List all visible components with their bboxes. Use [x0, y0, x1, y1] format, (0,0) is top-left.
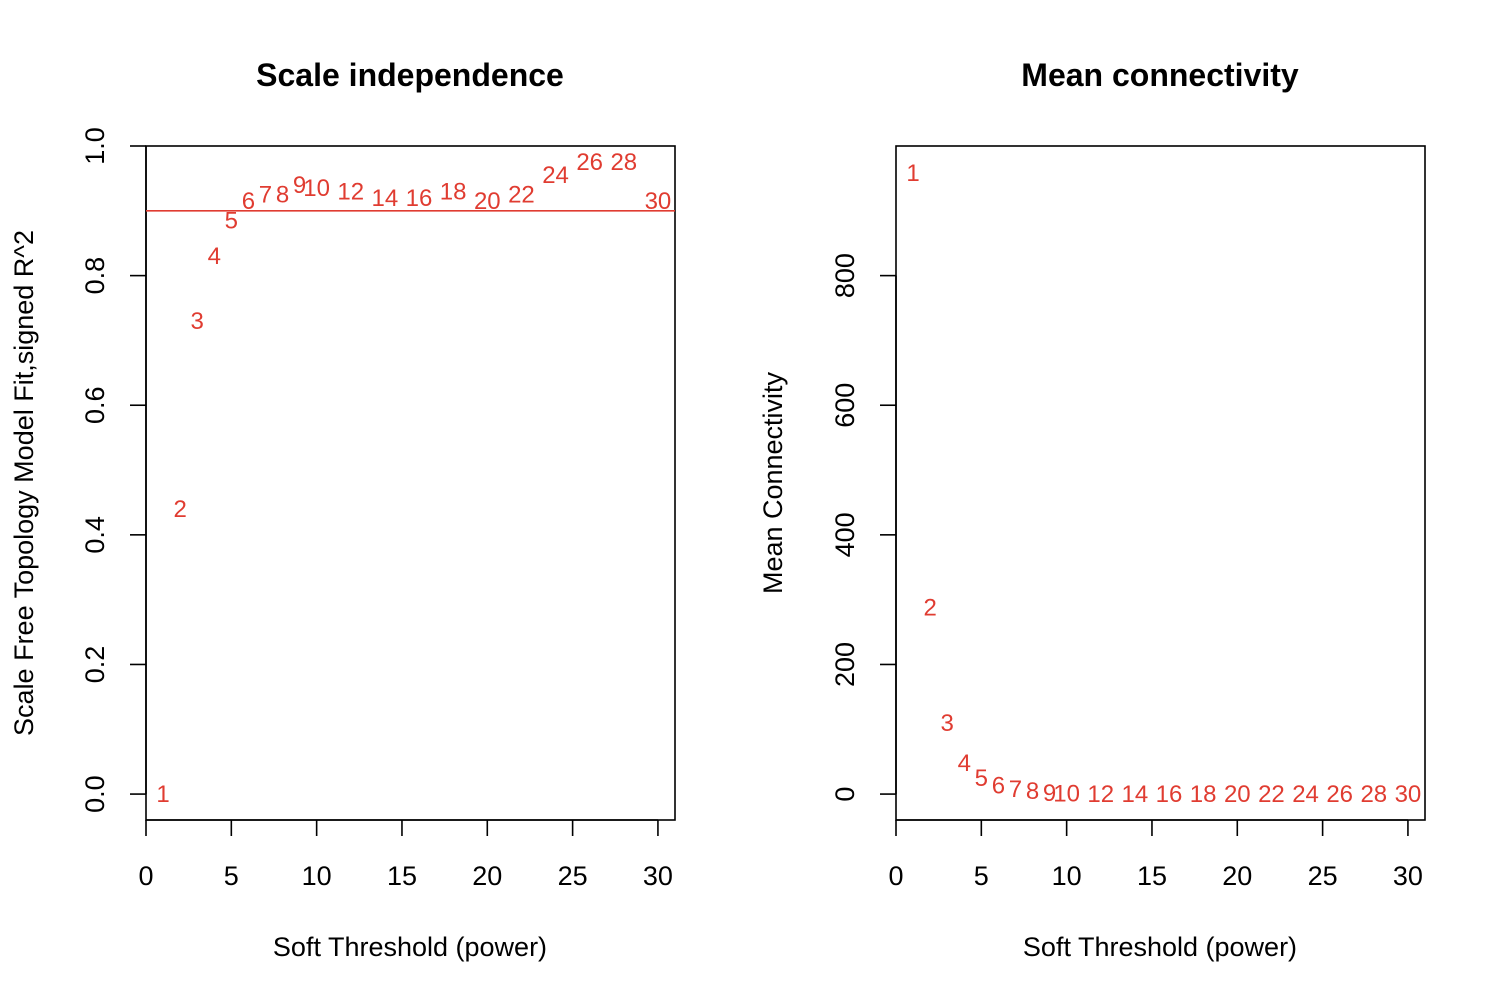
y-axis-label: Scale Free Topology Model Fit,signed R^2 — [9, 230, 39, 736]
y-tick-label: 1.0 — [80, 127, 110, 165]
data-point-label: 22 — [508, 182, 535, 209]
y-tick-label: 400 — [830, 512, 860, 557]
data-point-label: 9 — [1043, 780, 1056, 807]
data-point-label: 3 — [191, 308, 204, 335]
data-point-label: 1 — [156, 781, 169, 808]
x-tick-label: 15 — [1137, 861, 1167, 891]
data-point-label: 7 — [1009, 776, 1022, 803]
data-point-label: 24 — [542, 162, 569, 189]
x-tick-label: 30 — [1393, 861, 1423, 891]
data-point-label: 20 — [474, 188, 501, 215]
x-tick-label: 30 — [643, 861, 673, 891]
data-point-label: 22 — [1258, 781, 1285, 808]
data-point-label: 1 — [906, 160, 919, 187]
x-tick-label: 20 — [1222, 861, 1252, 891]
x-tick-label: 0 — [138, 861, 153, 891]
x-axis-label: Soft Threshold (power) — [273, 932, 547, 962]
plot-frame — [145, 145, 676, 821]
data-point-label: 20 — [1224, 781, 1251, 808]
x-tick-label: 5 — [974, 861, 989, 891]
data-point-label: 28 — [610, 149, 637, 176]
y-tick-label: 0.2 — [80, 646, 110, 684]
y-tick-label: 0.6 — [80, 386, 110, 424]
x-tick-label: 5 — [224, 861, 239, 891]
panel-mean-connectivity: Mean connectivity Soft Threshold (power)… — [758, 57, 1426, 962]
x-axis: 0 5 10 15 20 25 30 — [138, 819, 673, 891]
data-point-label: 18 — [1190, 781, 1217, 808]
data-point-label: 2 — [923, 594, 936, 621]
data-point-label: 26 — [1326, 781, 1353, 808]
data-point-label: 30 — [645, 188, 672, 215]
data-point-label: 6 — [242, 188, 255, 215]
x-axis-label: Soft Threshold (power) — [1023, 932, 1297, 962]
data-point-label: 8 — [1026, 778, 1039, 805]
data-point-label: 2 — [173, 496, 186, 523]
data-point-label: 14 — [372, 185, 399, 212]
x-tick-label: 0 — [888, 861, 903, 891]
y-tick-label: 0.0 — [80, 775, 110, 813]
data-point-label: 7 — [259, 182, 272, 209]
plot-frame — [895, 145, 1426, 821]
data-point-label: 30 — [1395, 781, 1422, 808]
y-tick-label: 200 — [830, 642, 860, 687]
data-point-label: 4 — [958, 750, 971, 777]
data-point-label: 4 — [208, 243, 221, 270]
y-tick-label: 800 — [830, 253, 860, 298]
x-tick-label: 15 — [387, 861, 417, 891]
chart-title: Mean connectivity — [1021, 57, 1299, 93]
y-axis: 0.0 0.2 0.4 0.6 0.8 1.0 — [80, 127, 147, 813]
y-axis: 0 200 400 600 800 — [830, 253, 897, 802]
y-tick-label: 0.4 — [80, 516, 110, 554]
data-point-label: 12 — [337, 178, 364, 205]
x-tick-label: 10 — [302, 861, 332, 891]
x-tick-label: 20 — [472, 861, 502, 891]
data-point-label: 8 — [276, 182, 289, 209]
x-tick-label: 10 — [1052, 861, 1082, 891]
data-point-label: 24 — [1292, 781, 1319, 808]
data-point-label: 16 — [1156, 781, 1183, 808]
data-point-label: 6 — [992, 773, 1005, 800]
y-axis-label: Mean Connectivity — [758, 371, 788, 594]
data-point-label: 18 — [440, 178, 467, 205]
y-tick-label: 0 — [830, 787, 860, 802]
data-point-label: 3 — [941, 710, 954, 737]
data-point-label: 10 — [1053, 780, 1080, 807]
panel-scale-independence: Scale independence Soft Threshold (power… — [9, 57, 676, 962]
data-point-label: 5 — [975, 765, 988, 792]
data-point-label: 5 — [225, 208, 238, 235]
data-point-label: 9 — [293, 172, 306, 199]
x-tick-label: 25 — [1308, 861, 1338, 891]
y-tick-label: 600 — [830, 383, 860, 428]
x-axis: 0 5 10 15 20 25 30 — [888, 819, 1423, 891]
chart-title: Scale independence — [256, 57, 564, 93]
y-tick-label: 0.8 — [80, 257, 110, 295]
data-point-label: 16 — [406, 185, 433, 212]
data-point-label: 10 — [303, 175, 330, 202]
data-point-label: 14 — [1122, 781, 1149, 808]
x-tick-label: 25 — [558, 861, 588, 891]
data-point-label: 12 — [1087, 781, 1114, 808]
data-point-label: 28 — [1360, 781, 1387, 808]
data-point-label: 26 — [576, 149, 603, 176]
